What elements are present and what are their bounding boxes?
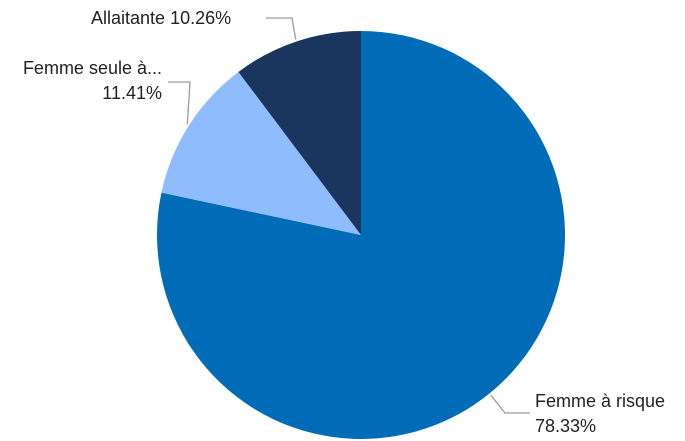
pie-slice-femme-risque (156, 31, 565, 440)
pie-slice-femme-seule (161, 71, 361, 236)
slices-layer (156, 31, 565, 440)
slice-label-name: Femme à risque (535, 391, 665, 411)
leader-lines-layer (168, 17, 530, 414)
leader-line-femme-a-risque (490, 394, 530, 414)
slice-label-name: Femme seule à... (23, 58, 162, 78)
label-femme-a-risque: Femme à risque 78.33% (535, 391, 665, 436)
svg-text:Allaitante 10.26%: Allaitante 10.26% (91, 8, 231, 28)
slice-label-value: 78.33% (535, 416, 596, 436)
label-allaitante: Allaitante 10.26% (91, 8, 231, 28)
label-femme-seule: Femme seule à... 11.41% (23, 58, 162, 103)
pie-slice-allaitante (238, 31, 361, 235)
leader-line-femme-seule (168, 81, 191, 125)
slice-label-value: 11.41% (102, 83, 162, 103)
leader-line-allaitante (266, 17, 297, 40)
slice-label-value: 10.26% (170, 8, 231, 28)
slice-label-name: Allaitante (91, 8, 165, 28)
